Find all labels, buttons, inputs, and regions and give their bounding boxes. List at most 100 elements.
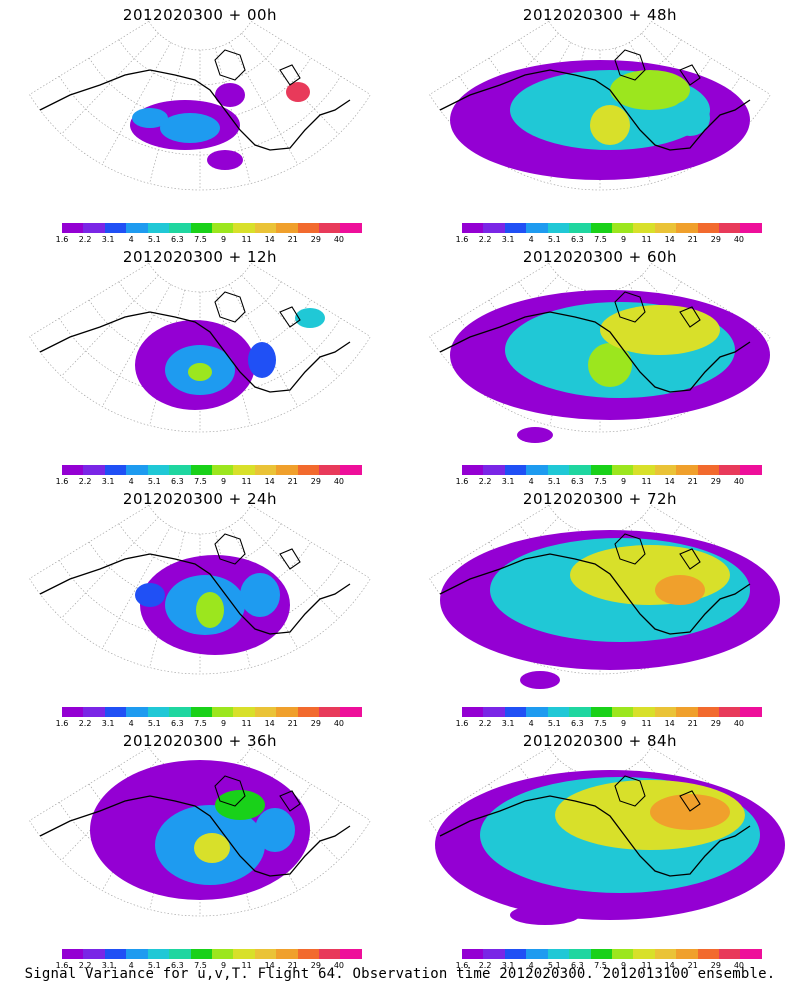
variance-contour xyxy=(188,363,212,381)
colorbar-label: 1.6 xyxy=(455,961,469,970)
colorbar-swatch xyxy=(504,949,527,959)
colorbar xyxy=(62,223,362,233)
colorbar xyxy=(62,707,362,717)
colorbar-label: 29 xyxy=(310,719,321,728)
colorbar-swatch xyxy=(611,223,634,233)
colorbar-label: 9 xyxy=(620,235,627,244)
colorbar-swatch xyxy=(483,949,505,959)
colorbar-swatch xyxy=(633,949,655,959)
panel-title: 2012020300 + 60h xyxy=(522,248,678,266)
colorbar-swatch xyxy=(147,223,170,233)
coastline xyxy=(39,69,351,151)
colorbar-swatch xyxy=(590,707,612,717)
colorbar-label: 5.1 xyxy=(547,235,561,244)
colorbar-label: 9 xyxy=(620,719,627,728)
panel-title: 2012020300 + 24h xyxy=(122,490,278,508)
colorbar-swatch xyxy=(569,223,591,233)
colorbar-swatch xyxy=(62,949,84,959)
colorbar-swatch xyxy=(62,707,84,717)
variance-field xyxy=(450,290,770,443)
colorbar-swatch xyxy=(676,707,698,717)
colorbar-label: 1.6 xyxy=(55,477,69,486)
colorbar-swatch xyxy=(254,707,277,717)
colorbar-label: 2.2 xyxy=(78,719,92,728)
colorbar-swatch xyxy=(104,949,127,959)
colorbar-swatch xyxy=(104,707,127,717)
colorbar-label: 3.1 xyxy=(101,235,115,244)
colorbar-swatch xyxy=(126,949,148,959)
colorbar-label: 1.6 xyxy=(455,235,469,244)
colorbar xyxy=(462,707,762,717)
polar-stereographic-map xyxy=(29,747,371,917)
colorbar-swatch xyxy=(297,223,320,233)
colorbar-label: 5.1 xyxy=(547,719,561,728)
colorbar-swatch xyxy=(276,949,298,959)
colorbar-label: 4 xyxy=(128,961,134,970)
colorbar-swatch xyxy=(504,707,527,717)
colorbar-swatch xyxy=(547,949,570,959)
colorbar-label: 4 xyxy=(128,477,134,486)
variance-contour xyxy=(295,308,325,328)
colorbar-label: 2.2 xyxy=(78,961,92,970)
colorbar-label: 1.6 xyxy=(55,235,69,244)
colorbar-label: 40 xyxy=(333,961,345,970)
colorbar-labels: 1.6 2.2 3.1 4 5.1 6.3 7.5 9 11 14 21 29 40 xyxy=(456,719,762,729)
coastline xyxy=(39,795,351,877)
colorbar-label: 4 xyxy=(528,719,534,728)
variance-contour xyxy=(160,113,220,143)
colorbar-swatch xyxy=(633,465,655,475)
colorbar-labels: 1.6 2.2 3.1 4 5.1 6.3 7.5 9 11 14 21 29 40 xyxy=(456,477,762,487)
colorbar xyxy=(462,465,762,475)
colorbar-labels: 1.6 2.2 3.1 4 5.1 6.3 7.5 9 11 14 21 29 40 xyxy=(456,235,762,245)
variance-contour xyxy=(650,794,730,830)
colorbar-swatch xyxy=(633,223,655,233)
panel-title: 2012020300 + 36h xyxy=(122,732,278,750)
colorbar-swatch xyxy=(190,949,212,959)
variance-contour xyxy=(590,105,630,145)
colorbar-swatch xyxy=(526,707,548,717)
colorbar-swatch xyxy=(483,707,505,717)
colorbar-label: 21 xyxy=(287,477,298,486)
variance-contour xyxy=(196,592,224,628)
colorbar-swatch xyxy=(254,465,277,475)
colorbar-swatch xyxy=(462,707,484,717)
colorbar-label: 40 xyxy=(733,477,745,486)
latitude-circle xyxy=(148,505,252,535)
colorbar-label: 40 xyxy=(733,961,745,970)
colorbar-label: 40 xyxy=(733,719,745,728)
meridian-line xyxy=(250,21,371,95)
meridian-line xyxy=(149,289,186,426)
colorbar-swatch xyxy=(697,707,720,717)
meridian-line xyxy=(429,263,550,337)
meridian-line xyxy=(214,289,251,426)
colorbar-label: 14 xyxy=(264,235,275,244)
colorbar-label: 4 xyxy=(528,961,534,970)
map-panel: 2012020300 + 48h 1.6 2.2 3.1 4 5.1 6.3 7.5 9 11 14… xyxy=(400,0,800,244)
colorbar-label: 29 xyxy=(310,235,321,244)
variance-contour xyxy=(610,70,690,110)
variance-field xyxy=(135,555,290,655)
meridian-line xyxy=(650,21,771,95)
variance-contour xyxy=(655,575,705,605)
colorbar-label: 14 xyxy=(664,719,675,728)
colorbar-label: 11 xyxy=(241,961,252,970)
colorbar-label: 11 xyxy=(641,235,652,244)
colorbar-swatch xyxy=(297,465,320,475)
colorbar-swatch xyxy=(590,465,612,475)
latitude-circle xyxy=(29,820,371,917)
colorbar-swatch xyxy=(569,949,591,959)
colorbar-label: 6.3 xyxy=(571,961,584,970)
colorbar-label: 11 xyxy=(241,477,252,486)
colorbar-label: 9 xyxy=(220,719,227,728)
colorbar-swatch xyxy=(526,949,548,959)
colorbar-swatch xyxy=(569,707,591,717)
colorbar-labels: 1.6 2.2 3.1 4 5.1 6.3 7.5 9 11 14 21 29 40 xyxy=(56,235,362,245)
colorbar-swatch xyxy=(211,707,234,717)
colorbar-swatch xyxy=(147,949,170,959)
colorbar-labels: 1.6 2.2 3.1 4 5.1 6.3 7.5 9 11 14 21 29 40 xyxy=(56,961,362,971)
meridian-line xyxy=(241,33,339,135)
colorbar-swatch xyxy=(126,223,148,233)
colorbar-label: 5.1 xyxy=(547,477,561,486)
meridian-line xyxy=(250,263,371,337)
colorbar-swatch xyxy=(611,949,634,959)
